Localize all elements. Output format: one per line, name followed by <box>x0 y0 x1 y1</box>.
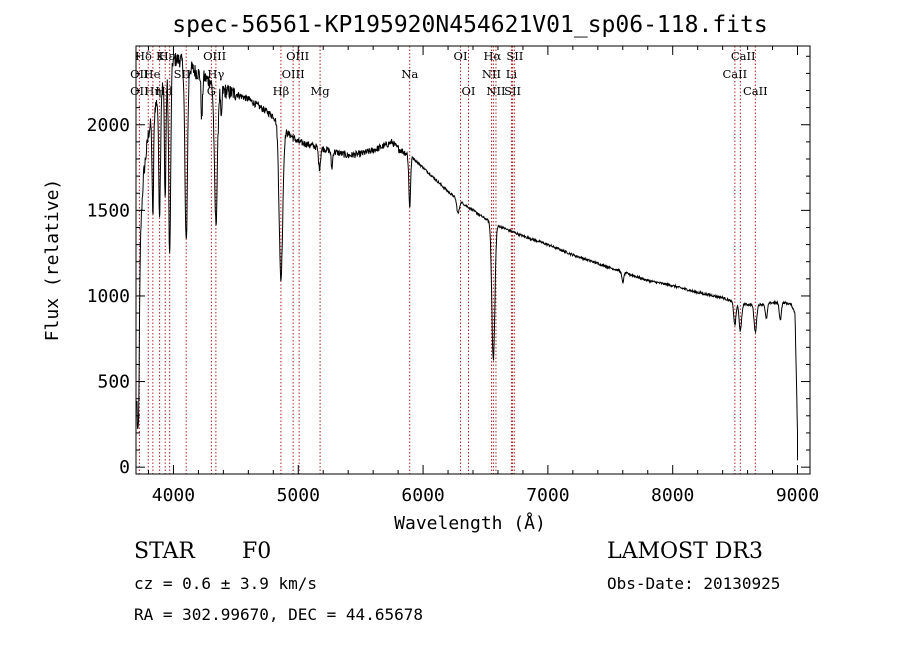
line-label-23: OI <box>462 84 476 98</box>
object-subclass: F0 <box>242 539 271 564</box>
x-tick-label-2: 6000 <box>401 485 444 506</box>
coordinates-readout: RA = 302.99670, DEC = 44.65678 <box>134 605 423 624</box>
line-label-5: OI <box>454 49 468 63</box>
y-axis-label: Flux (relative) <box>42 179 63 342</box>
y-tick-label-2: 1000 <box>87 286 130 307</box>
observation-date: Obs-Date: 20130925 <box>607 574 780 593</box>
y-tick-label-3: 1500 <box>87 200 130 221</box>
line-label-2: Hε <box>159 49 175 63</box>
line-label-22: Mg <box>311 84 331 98</box>
x-tick-label-5: 9000 <box>776 485 819 506</box>
x-axis-ticks: 4000 5000 6000 7000 8000 9000 <box>147 46 819 506</box>
line-label-13: OIII <box>282 67 305 81</box>
object-class: STAR <box>134 539 196 564</box>
line-label-7: SII <box>506 49 523 63</box>
line-label-19: Hη <box>144 84 161 98</box>
y-tick-label-0: 0 <box>119 457 130 478</box>
line-label-3: OIII <box>203 49 226 63</box>
x-tick-label-3: 7000 <box>526 485 569 506</box>
y-tick-label-4: 2000 <box>87 115 130 136</box>
line-label-8: CaII <box>731 49 756 63</box>
chart-title: spec-56561-KP195920N454621V01_sp06-118.f… <box>172 12 767 38</box>
line-label-6: Hα <box>483 49 501 63</box>
line-label-15: NII <box>482 67 501 81</box>
x-tick-label-4: 8000 <box>651 485 694 506</box>
redshift-readout: cz = 0.6 ± 3.9 km/s <box>134 574 317 593</box>
x-axis-label: Wavelength (Å) <box>394 512 546 534</box>
line-label-10: He <box>144 67 161 81</box>
line-label-1: K <box>156 49 165 63</box>
x-tick-label-0: 4000 <box>152 485 195 506</box>
line-label-27: Hd <box>155 84 173 98</box>
line-label-25: SII <box>504 84 521 98</box>
line-label-26: CaII <box>743 84 768 98</box>
plot-frame <box>135 45 811 475</box>
spectrum-line <box>136 52 798 461</box>
x-tick-label-1: 5000 <box>277 485 320 506</box>
line-label-4: OIII <box>286 49 309 63</box>
line-label-0: Hδ <box>135 49 152 63</box>
line-label-11: SII <box>174 67 191 81</box>
line-label-21: Hβ <box>273 84 290 98</box>
y-axis-ticks: 0 500 1000 1500 2000 <box>87 55 810 478</box>
line-label-24: NII <box>486 84 505 98</box>
line-label-16: Li <box>506 67 518 81</box>
y-tick-label-1: 500 <box>97 372 130 393</box>
line-label-9: OII <box>130 67 149 81</box>
emission-line-markers <box>138 46 756 474</box>
line-label-17: CaII <box>722 67 747 81</box>
survey-name: LAMOST DR3 <box>607 539 763 564</box>
line-label-14: Na <box>401 67 418 81</box>
line-label-20: G <box>207 84 216 98</box>
line-label-12: Hγ <box>207 67 224 81</box>
